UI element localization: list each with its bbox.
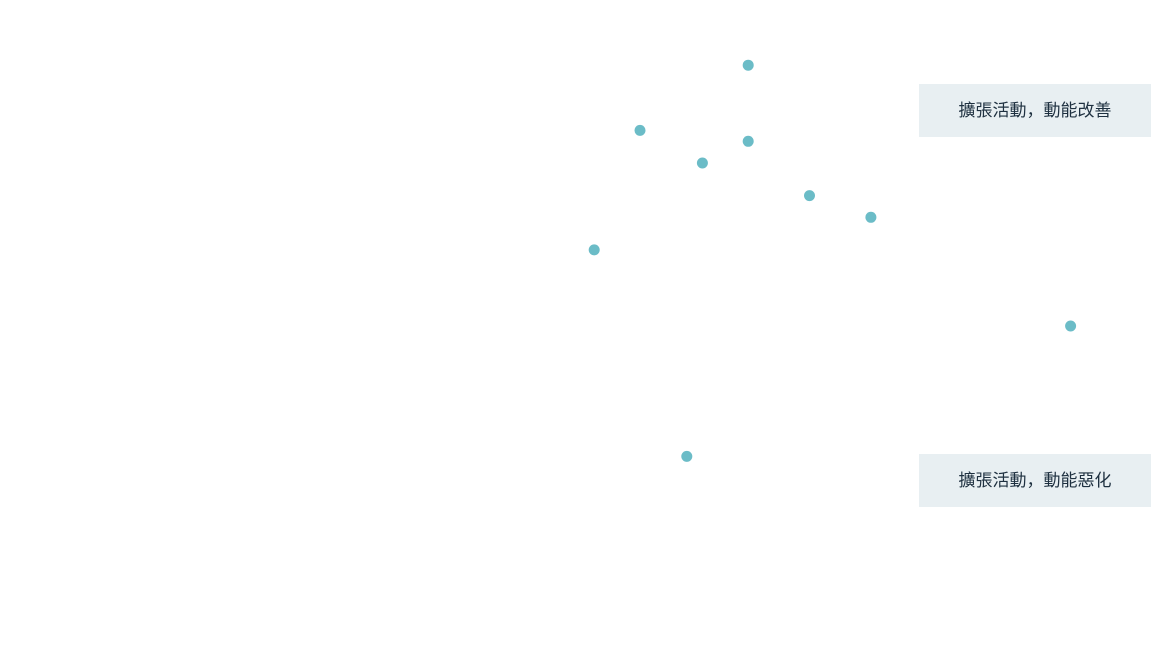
scatter-point-6	[865, 211, 877, 223]
annotation-top-label: 擴張活動，動能改善	[959, 101, 1112, 121]
annotation-top-right: 擴張活動，動能改善	[919, 84, 1151, 137]
scatter-point-3	[742, 135, 754, 147]
scatter-point-5	[804, 190, 815, 202]
annotation-bottom-label: 擴張活動，動能惡化	[959, 471, 1112, 491]
scatter-point-4	[696, 157, 708, 169]
scatter-point-2	[634, 124, 646, 136]
scatter-point-7	[588, 244, 600, 256]
annotation-bottom-right: 擴張活動，動能惡化	[919, 454, 1151, 507]
scatter-point-8	[1065, 320, 1077, 332]
scatter-point-1	[742, 59, 754, 71]
points-layer	[588, 59, 1077, 462]
scatter-point-9	[681, 450, 693, 462]
